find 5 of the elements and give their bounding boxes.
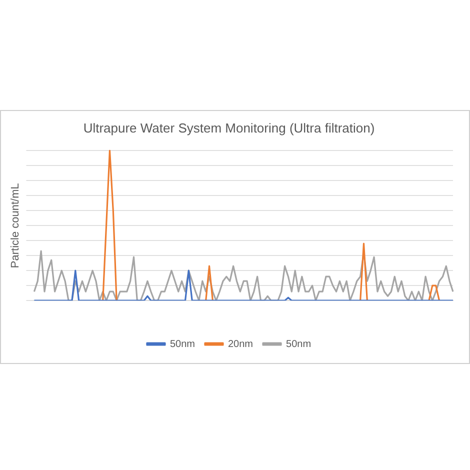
chart-title: Ultrapure Water System Monitoring (Ultra filtration) [83, 120, 375, 136]
y-axis-title: Particle count/mL [10, 183, 22, 268]
legend-label: 50nm [286, 338, 312, 350]
legend-label: 50nm [170, 338, 195, 350]
legend-label: 20nm [228, 338, 254, 350]
